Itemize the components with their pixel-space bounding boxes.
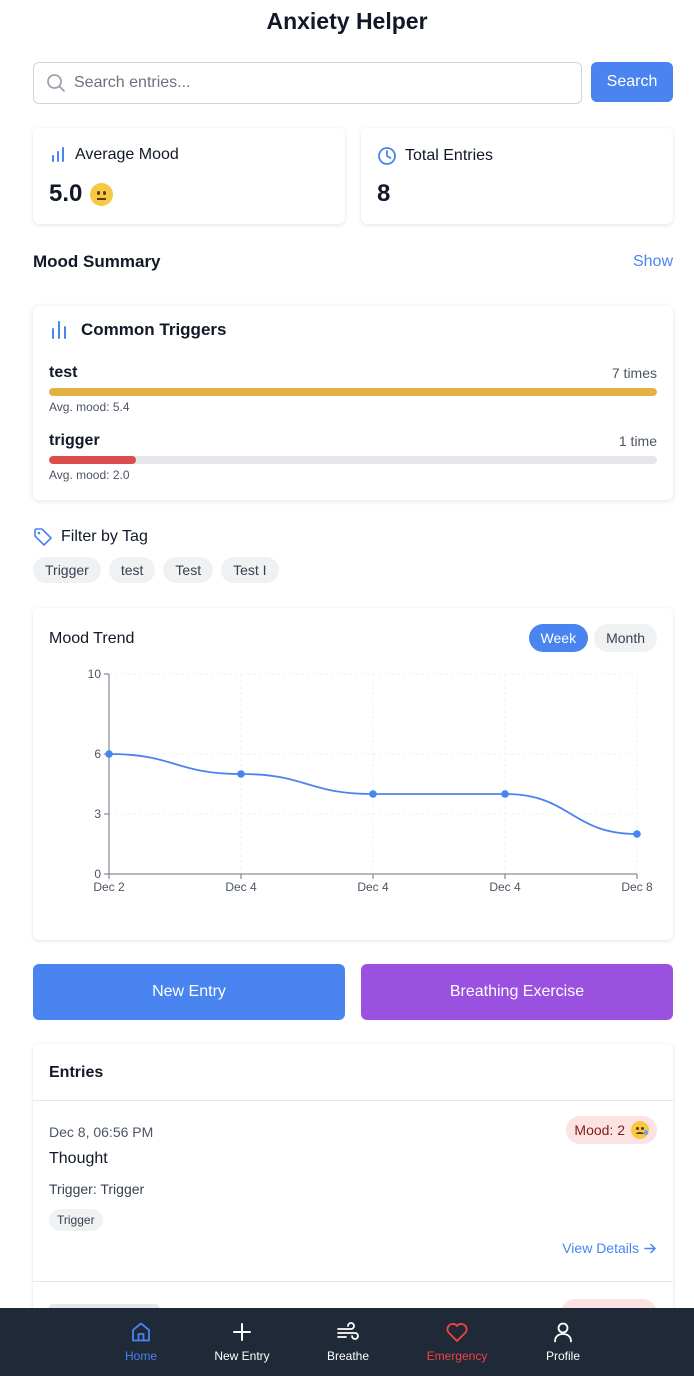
wind-icon bbox=[337, 1322, 359, 1340]
trigger-name: test bbox=[49, 364, 78, 381]
mood-data-point bbox=[633, 830, 641, 838]
entries-title: Entries bbox=[49, 1064, 104, 1081]
mood-trend-title: Mood Trend bbox=[49, 630, 135, 647]
tag-chip[interactable]: Trigger bbox=[33, 557, 101, 583]
search-icon bbox=[47, 74, 65, 92]
trigger-count: 1 time bbox=[618, 433, 657, 449]
y-tick-label: 3 bbox=[94, 807, 101, 821]
plus-icon bbox=[233, 1323, 251, 1341]
clock-icon bbox=[378, 147, 396, 165]
nav-home[interactable]: Home bbox=[91, 1308, 191, 1376]
x-tick-label: Dec 4 bbox=[489, 880, 521, 894]
trigger-count: 7 times bbox=[611, 365, 657, 381]
mood-summary-show-link[interactable]: Show bbox=[632, 253, 673, 270]
y-tick-label: 6 bbox=[94, 747, 101, 761]
mood-data-point bbox=[105, 750, 113, 758]
x-tick-label: Dec 2 bbox=[93, 880, 125, 894]
common-triggers-card: Common Triggers test 7 times Avg. mood: … bbox=[33, 306, 673, 500]
search-input[interactable] bbox=[74, 74, 554, 92]
user-icon bbox=[554, 1322, 572, 1343]
average-mood-value: 5.0 bbox=[49, 180, 83, 207]
nav-new-entry-label: New Entry bbox=[214, 1349, 270, 1363]
filter-by-tag: Filter by Tag bbox=[33, 527, 148, 547]
heart-icon bbox=[446, 1323, 468, 1342]
entry-date: Dec 8, 06:56 PM bbox=[49, 1124, 154, 1140]
page-title: Anxiety Helper bbox=[266, 8, 428, 34]
filter-title: Filter by Tag bbox=[61, 528, 148, 545]
new-entry-button[interactable]: New Entry bbox=[33, 964, 345, 1020]
trigger-avg-mood: Avg. mood: 5.4 bbox=[49, 400, 130, 414]
range-toggle: Week Month bbox=[528, 624, 657, 652]
trigger-bar-fill bbox=[49, 388, 657, 396]
mood-data-point bbox=[501, 790, 509, 798]
breathing-exercise-button[interactable]: Breathing Exercise bbox=[361, 964, 673, 1020]
month-toggle[interactable]: Month bbox=[594, 624, 657, 652]
tag-list: Trigger test Test Test I bbox=[33, 557, 279, 583]
trigger-name: trigger bbox=[49, 432, 100, 449]
average-mood-card: Average Mood 5.0 bbox=[33, 128, 345, 224]
nav-profile[interactable]: Profile bbox=[513, 1308, 613, 1376]
home-icon bbox=[132, 1322, 150, 1342]
trigger-bar bbox=[49, 456, 657, 464]
x-tick-label: Dec 4 bbox=[225, 880, 257, 894]
search-bar: Search bbox=[33, 62, 673, 104]
sad-tear-face-emoji bbox=[631, 1121, 649, 1139]
x-tick-label: Dec 4 bbox=[357, 880, 389, 894]
trigger-bar-fill bbox=[49, 456, 136, 464]
mood-data-point bbox=[237, 770, 245, 778]
average-mood-label: Average Mood bbox=[75, 146, 179, 163]
tag-chip[interactable]: Test I bbox=[221, 557, 279, 583]
entry-tag: Trigger bbox=[49, 1209, 103, 1231]
nav-home-label: Home bbox=[124, 1349, 157, 1363]
entry-thought: Thought bbox=[49, 1150, 108, 1167]
total-entries-value: 8 bbox=[377, 180, 391, 207]
mood-badge: Mood: 2 bbox=[566, 1116, 657, 1144]
trigger-bar bbox=[49, 388, 657, 396]
search-field[interactable] bbox=[33, 62, 582, 104]
tag-icon bbox=[34, 528, 52, 546]
neutral-face-emoji bbox=[90, 182, 114, 206]
mood-badge-label: Mood: 2 bbox=[574, 1122, 625, 1138]
divider bbox=[33, 1281, 673, 1282]
nav-new-entry[interactable]: New Entry bbox=[192, 1308, 292, 1376]
nav-breathe[interactable]: Breathe bbox=[298, 1308, 398, 1376]
x-tick-label: Dec 8 bbox=[621, 880, 653, 894]
total-entries-label: Total Entries bbox=[405, 147, 494, 164]
divider bbox=[33, 1100, 673, 1101]
y-tick-label: 10 bbox=[88, 667, 102, 681]
view-details-link[interactable]: View Details bbox=[562, 1240, 657, 1256]
entry-trigger: Trigger: Trigger bbox=[49, 1181, 145, 1197]
total-entries-card: Total Entries 8 bbox=[361, 128, 673, 224]
common-triggers-title: Common Triggers bbox=[81, 320, 227, 339]
week-toggle[interactable]: Week bbox=[528, 624, 589, 652]
nav-emergency[interactable]: Emergency bbox=[407, 1308, 507, 1376]
view-details-label: View Details bbox=[562, 1240, 639, 1256]
nav-emergency-label: Emergency bbox=[426, 1349, 488, 1363]
mood-data-point bbox=[369, 790, 377, 798]
trigger-avg-mood: Avg. mood: 2.0 bbox=[49, 468, 130, 482]
tag-chip[interactable]: Test bbox=[163, 557, 214, 583]
y-tick-label: 0 bbox=[94, 867, 101, 881]
tag-chip[interactable]: test bbox=[108, 557, 156, 583]
mood-trend-chart: 0 3 6 10 Dec 2 Dec 4 Dec 4 Dec 4 Dec 8 bbox=[88, 667, 653, 894]
bar-chart-icon bbox=[52, 147, 64, 162]
nav-breathe-label: Breathe bbox=[326, 1349, 370, 1363]
search-button[interactable]: Search bbox=[591, 62, 673, 102]
bottom-nav: Home New Entry Breathe Emergency Profile bbox=[0, 1308, 694, 1376]
nav-profile-label: Profile bbox=[545, 1349, 580, 1363]
mood-trend-card: Mood Trend Week Month 0 3 6 10 Dec 2 Dec 4 Dec… bbox=[33, 608, 673, 940]
bar-chart-icon bbox=[52, 321, 66, 339]
arrow-right-icon bbox=[644, 1243, 656, 1253]
mood-summary-title: Mood Summary bbox=[33, 252, 161, 271]
